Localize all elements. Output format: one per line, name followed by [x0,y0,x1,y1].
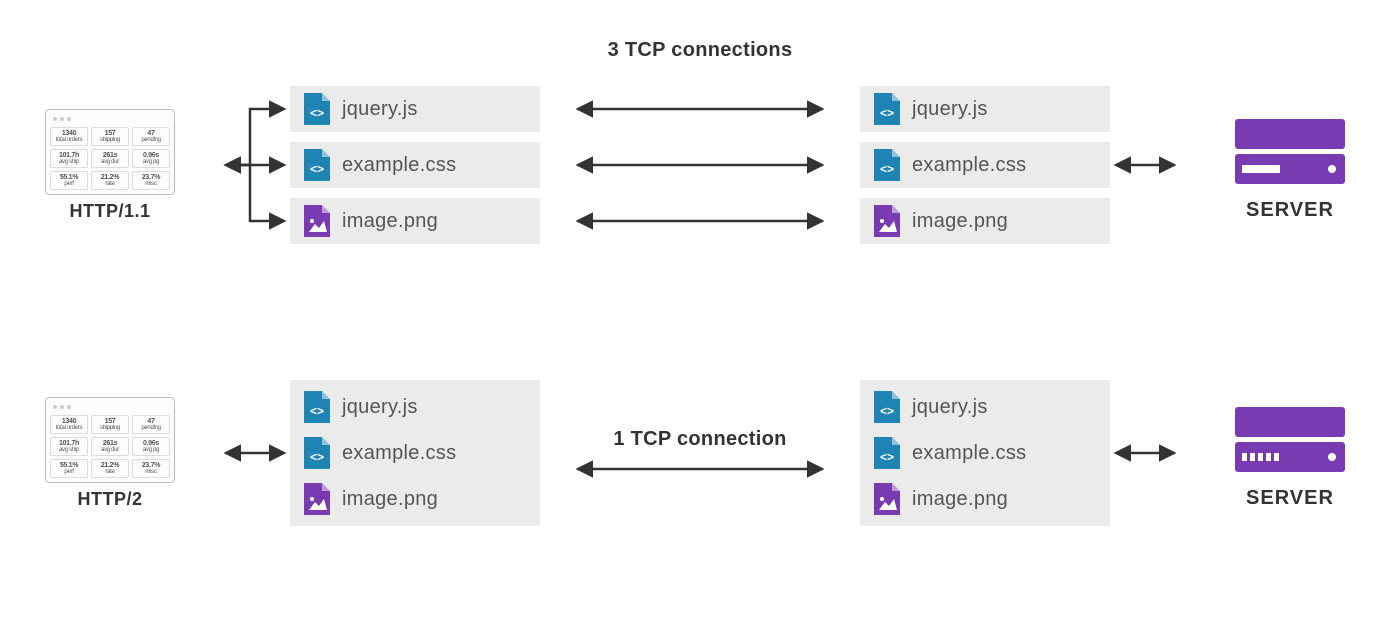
file-name: example.css [342,442,456,465]
file-name: example.css [342,154,456,177]
section-http11: 1340total orders157shipping47pending 101.… [0,75,1400,255]
dashboard-cell: 101.7havg ship [50,149,88,168]
double-arrow [220,443,290,463]
server-label-2: SERVER [1246,487,1334,510]
file-name: jquery.js [912,396,988,419]
svg-text:<>: <> [310,106,324,120]
dashboard-cell: 157shipping [91,415,129,434]
dashboard-cell: 21.2%rate [91,459,129,478]
browser-column-2: 1340total orders157shipping47pending 101.… [0,397,220,510]
file-name: jquery.js [342,396,418,419]
dashboard-cell: 55.1%perf [50,171,88,190]
file-name: jquery.js [912,98,988,121]
files-group-left: <> jquery.js <> example.css image.png [290,380,540,526]
file-name: image.png [342,488,438,511]
dashboard-cell: 261savg dur [91,437,129,456]
server-column-1: SERVER [1180,109,1400,222]
files-group-right: <> jquery.js <> example.css image.png [860,380,1110,526]
double-arrow [1110,443,1180,463]
files-left-column-2: <> jquery.js <> example.css image.png [290,380,540,526]
double-arrow [1110,155,1180,175]
protocol-label-1: HTTP/1.1 [69,201,150,222]
file-name: example.css [912,154,1026,177]
file-item: image.png [874,484,1096,514]
file-item: <> jquery.js [290,86,540,132]
arrow-browser-files-2 [220,443,290,463]
files-right-column-2: <> jquery.js <> example.css image.png [860,380,1110,526]
dashboard-cell: 55.1%perf [50,459,88,478]
dashboard-cell: 157shipping [91,127,129,146]
mid-column-1: 3 TCP connections [540,75,860,255]
dashboard-cell: 1340total orders [50,127,88,146]
file-item: <> example.css [304,438,526,468]
browser-dashboard-grid: 1340total orders157shipping47pending 101.… [50,412,170,478]
svg-text:<>: <> [310,162,324,176]
svg-text:<>: <> [880,106,894,120]
server-icon [1230,109,1350,191]
file-name: image.png [342,210,438,233]
dashboard-cell: 0.96savg pg [132,149,170,168]
file-item: <> jquery.js [860,86,1110,132]
dashboard-cell: 0.96savg pg [132,437,170,456]
file-item: <> example.css [860,142,1110,188]
arrow-browser-files-1 [220,85,290,245]
file-name: jquery.js [342,98,418,121]
browser-titlebar [50,114,170,124]
file-name: image.png [912,488,1008,511]
dashboard-cell: 1340total orders [50,415,88,434]
svg-text:<>: <> [880,162,894,176]
browser-dashboard-grid: 1340total orders157shipping47pending 101.… [50,124,170,190]
server-column-2: SERVER [1180,397,1400,510]
section-http2: 1340total orders157shipping47pending 101.… [0,380,1400,526]
server-label-1: SERVER [1246,199,1334,222]
mid-arrow-1 [570,459,830,479]
mid-arrows-3 [570,85,830,245]
browser-column-1: 1340total orders157shipping47pending 101.… [0,109,220,222]
dashboard-cell: 261savg dur [91,149,129,168]
dashboard-cell: 47pending [132,415,170,434]
svg-text:<>: <> [880,404,894,418]
connections-label-1: 3 TCP connections [608,39,793,62]
svg-text:<>: <> [310,404,324,418]
server-icon [1230,397,1350,479]
dashboard-cell: 23.7%misc [132,171,170,190]
dashboard-cell: 101.7havg ship [50,437,88,456]
files-right-column-1: <> jquery.js <> example.css image.png [860,86,1110,244]
protocol-label-2: HTTP/2 [77,489,142,510]
file-item: <> jquery.js [874,392,1096,422]
svg-text:<>: <> [310,450,324,464]
file-item: image.png [290,198,540,244]
file-name: example.css [912,442,1026,465]
browser-window-2: 1340total orders157shipping47pending 101.… [45,397,175,483]
split-arrow-3 [220,85,290,245]
dashboard-cell: 23.7%misc [132,459,170,478]
file-item: image.png [860,198,1110,244]
files-left-column-1: <> jquery.js <> example.css image.png [290,86,540,244]
arrow-files-server-2 [1110,443,1180,463]
browser-window-1: 1340total orders157shipping47pending 101.… [45,109,175,195]
file-item: <> example.css [290,142,540,188]
file-item: image.png [304,484,526,514]
arrow-files-server-1 [1110,155,1180,175]
mid-column-2: 1 TCP connection [540,383,860,523]
dashboard-cell: 21.2%rate [91,171,129,190]
dashboard-cell: 47pending [132,127,170,146]
file-name: image.png [912,210,1008,233]
connections-label-2: 1 TCP connection [613,428,786,451]
file-item: <> example.css [874,438,1096,468]
svg-text:<>: <> [880,450,894,464]
browser-titlebar [50,402,170,412]
file-item: <> jquery.js [304,392,526,422]
